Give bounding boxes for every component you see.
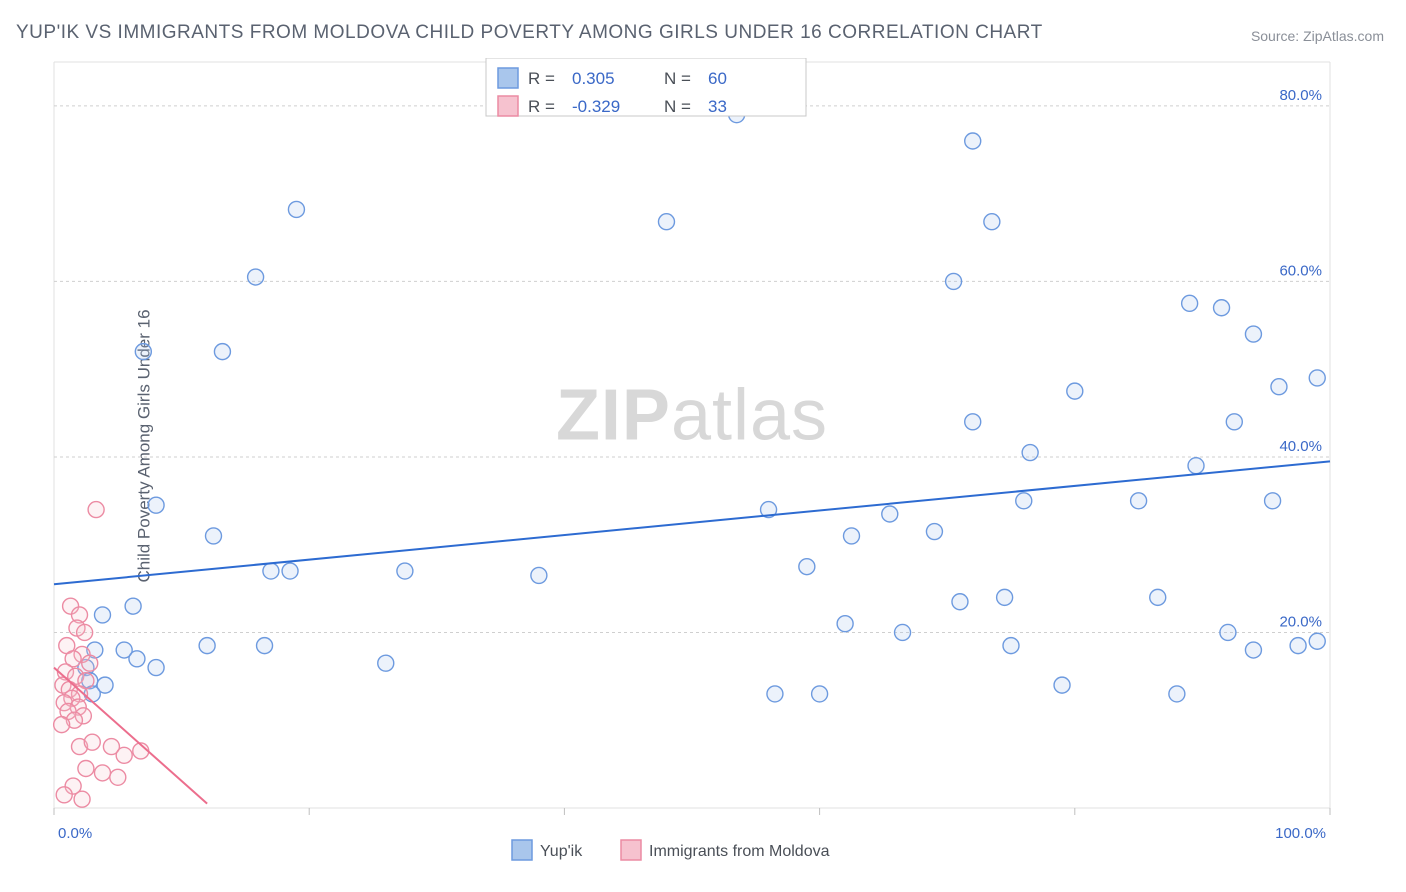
- legend-n-value: 60: [708, 69, 727, 88]
- data-point: [1220, 624, 1236, 640]
- legend-series-label: Yup'ik: [540, 843, 583, 860]
- data-point: [926, 524, 942, 540]
- legend-swatch: [498, 96, 518, 116]
- chart-source: Source: ZipAtlas.com: [1251, 28, 1384, 44]
- legend-r-value: -0.329: [572, 97, 620, 116]
- chart-title: YUP'IK VS IMMIGRANTS FROM MOLDOVA CHILD …: [16, 22, 1043, 44]
- data-point: [1003, 638, 1019, 654]
- data-point: [206, 528, 222, 544]
- data-point: [997, 589, 1013, 605]
- y-tick-label: 60.0%: [1279, 262, 1322, 279]
- data-point: [74, 791, 90, 807]
- legend-r-label: R =: [528, 97, 555, 116]
- data-point: [110, 769, 126, 785]
- data-point: [56, 787, 72, 803]
- data-point: [799, 559, 815, 575]
- legend-swatch: [621, 840, 641, 860]
- data-point: [531, 567, 547, 583]
- legend-r-label: R =: [528, 69, 555, 88]
- data-point: [248, 269, 264, 285]
- data-point: [1188, 458, 1204, 474]
- legend-series: Yup'ik Immigrants from Moldova: [512, 840, 830, 860]
- x-tick-label: 0.0%: [58, 825, 92, 842]
- data-point: [214, 344, 230, 360]
- legend-r-value: 0.305: [572, 69, 615, 88]
- data-point: [263, 563, 279, 579]
- data-point: [129, 651, 145, 667]
- y-tick-label: 80.0%: [1279, 87, 1322, 104]
- legend-n-label: N =: [664, 97, 691, 116]
- data-point: [148, 497, 164, 513]
- y-tick-label: 20.0%: [1279, 613, 1322, 630]
- legend-series-label: Immigrants from Moldova: [649, 843, 830, 860]
- legend-swatch: [512, 840, 532, 860]
- data-point: [94, 607, 110, 623]
- scatter-plot: 20.0%40.0%60.0%80.0%0.0%100.0%ZIPatlasR …: [48, 58, 1378, 828]
- data-point: [1067, 383, 1083, 399]
- legend-n-value: 33: [708, 97, 727, 116]
- data-point: [1290, 638, 1306, 654]
- data-point: [125, 598, 141, 614]
- data-point: [82, 655, 98, 671]
- legend-swatch: [498, 68, 518, 88]
- data-point: [1309, 370, 1325, 386]
- data-point: [658, 214, 674, 230]
- data-point: [135, 344, 151, 360]
- data-point: [1271, 379, 1287, 395]
- chart-svg: 20.0% 40.0% 60.0% 80.0% 0.0% 100.0% ZIPatlas R …: [48, 58, 1378, 888]
- data-point: [84, 734, 100, 750]
- data-point: [1245, 642, 1261, 658]
- data-point: [812, 686, 828, 702]
- data-point: [116, 747, 132, 763]
- data-point: [1022, 445, 1038, 461]
- data-point: [257, 638, 273, 654]
- data-point: [199, 638, 215, 654]
- data-point: [1265, 493, 1281, 509]
- legend-n-label: N =: [664, 69, 691, 88]
- watermark: ZIPatlas: [556, 375, 828, 455]
- data-point: [1182, 295, 1198, 311]
- data-point: [288, 201, 304, 217]
- data-point: [965, 133, 981, 149]
- data-point: [397, 563, 413, 579]
- data-point: [984, 214, 1000, 230]
- data-point: [1150, 589, 1166, 605]
- data-point: [94, 765, 110, 781]
- data-point: [1131, 493, 1147, 509]
- trend-line: [54, 461, 1330, 584]
- data-point: [282, 563, 298, 579]
- data-point: [54, 717, 70, 733]
- x-tick-label: 100.0%: [1275, 825, 1326, 842]
- legend-correlation: R = 0.305 N = 60 R = -0.329 N = 33: [486, 58, 806, 116]
- y-tick-label: 40.0%: [1279, 438, 1322, 455]
- data-point: [378, 655, 394, 671]
- data-point: [148, 660, 164, 676]
- data-point: [837, 616, 853, 632]
- data-point: [1169, 686, 1185, 702]
- data-point: [895, 624, 911, 640]
- data-point: [1309, 633, 1325, 649]
- data-point: [88, 502, 104, 518]
- gridlines: [54, 106, 1330, 633]
- data-point: [844, 528, 860, 544]
- data-point: [1245, 326, 1261, 342]
- data-point: [882, 506, 898, 522]
- data-point: [77, 624, 93, 640]
- data-point: [1016, 493, 1032, 509]
- data-point: [1226, 414, 1242, 430]
- data-point: [946, 273, 962, 289]
- data-point: [78, 761, 94, 777]
- data-point: [767, 686, 783, 702]
- data-point: [1214, 300, 1230, 316]
- data-point: [1054, 677, 1070, 693]
- data-point: [965, 414, 981, 430]
- data-point: [952, 594, 968, 610]
